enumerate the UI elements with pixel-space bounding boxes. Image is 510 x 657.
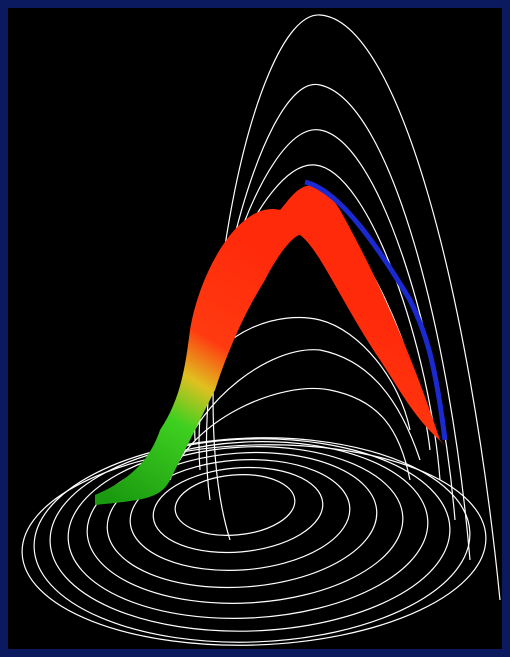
- viewport: [8, 8, 502, 649]
- scene: [0, 0, 510, 657]
